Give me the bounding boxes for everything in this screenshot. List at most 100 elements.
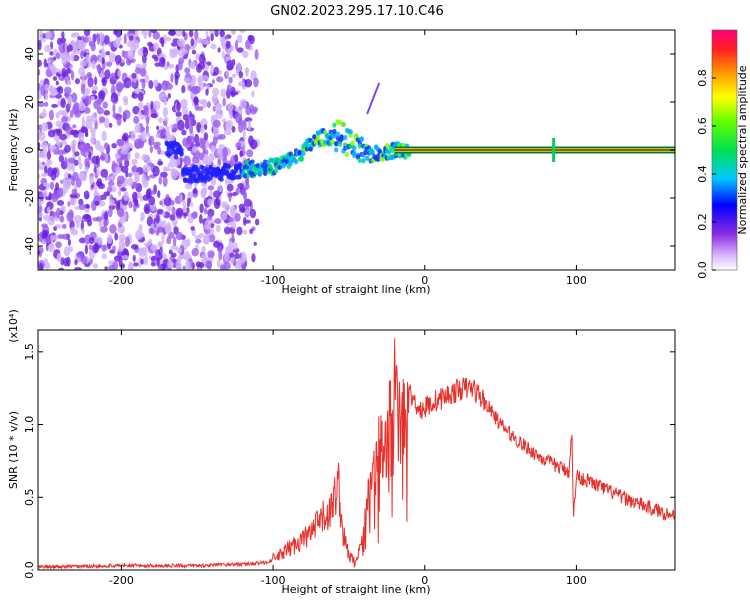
spectrogram-speckle — [226, 69, 230, 78]
spectrogram-speckle — [236, 47, 244, 53]
spectrogram-speckle — [116, 180, 122, 187]
snr-x-ticks: -200 -100 0 100 — [109, 330, 587, 587]
spectrogram-speckle — [172, 206, 176, 218]
spectrogram-speckle — [160, 171, 168, 178]
spectrogram-speckle — [101, 244, 107, 252]
spectrogram-speckle — [114, 232, 119, 241]
spectrogram-speckle — [46, 206, 51, 214]
colorbar-gradient — [711, 29, 738, 271]
spectrogram-speckle — [182, 114, 190, 121]
spectrogram-speckle — [81, 227, 85, 235]
spectrogram-speckle — [182, 106, 188, 114]
spectrogram-speckle — [245, 39, 251, 50]
trace-blob — [386, 149, 392, 155]
spectrogram-speckle — [210, 33, 214, 42]
spectrogram-speckle — [92, 243, 100, 254]
spectrogram-speckle — [176, 119, 185, 131]
spectrogram-speckle — [55, 128, 63, 136]
spectrogram-speckle — [138, 224, 143, 232]
spectrogram-speckle — [127, 49, 135, 60]
spectrogram-speckle — [120, 187, 127, 192]
spectrogram-speckle — [95, 216, 103, 222]
spectrogram-speckle — [156, 257, 160, 267]
spectrogram-speckle — [212, 105, 216, 112]
x-tick-label: 100 — [566, 274, 587, 287]
colorbar-tick-label: 0.4 — [696, 165, 709, 183]
spectrogram-speckle — [212, 119, 221, 128]
spectrogram-speckle — [162, 167, 171, 172]
spectrogram-speckle — [112, 103, 116, 114]
spectrogram-speckle — [143, 246, 148, 257]
trace-blob — [257, 170, 262, 176]
spectrogram-speckle — [172, 236, 177, 247]
spectrogram-speckle — [218, 70, 223, 75]
spectrogram-speckle — [211, 87, 220, 96]
spectrogram-speckle — [215, 224, 221, 233]
spectrogram-speckle — [106, 233, 113, 245]
spectrogram-speckle — [191, 49, 197, 55]
spectrogram-speckle — [63, 86, 72, 95]
spectrogram-speckle — [236, 62, 242, 73]
spectrogram-speckle — [74, 151, 80, 157]
spectrogram-speckle — [58, 155, 65, 163]
spectrogram-speckle — [91, 85, 99, 91]
spectrogram-speckle — [221, 201, 228, 209]
spectrogram-speckle — [43, 58, 48, 68]
spectrogram-speckle — [105, 153, 109, 163]
spectrogram-speckle — [198, 214, 203, 224]
spectrogram-speckle — [193, 85, 201, 94]
spectrogram-speckle — [54, 94, 63, 99]
spectrogram-speckle — [230, 220, 237, 229]
spectrogram-speckle — [226, 183, 234, 192]
spectrogram-speckle — [159, 125, 164, 130]
spectrogram-speckle — [210, 178, 217, 186]
trace-spike — [552, 138, 556, 162]
spectrogram-speckle — [233, 260, 237, 267]
spectrogram-speckle — [63, 246, 71, 257]
spectrogram-speckle — [158, 176, 163, 185]
spectrogram-speckle — [131, 165, 138, 173]
spectrogram-speckle — [161, 232, 165, 243]
spectrogram-speckle — [78, 203, 86, 211]
spectrogram-speckle — [38, 200, 41, 207]
trace-band-core — [394, 149, 675, 151]
trace-blob — [343, 135, 348, 141]
spectrogram-speckle — [38, 142, 41, 151]
spectrogram-speckle — [242, 50, 249, 58]
trace-blob — [206, 169, 211, 176]
spectrogram-speckle — [184, 183, 193, 190]
trace-blob — [344, 151, 350, 158]
spectrogram-speckle — [122, 96, 129, 102]
spectrogram-speckle — [254, 218, 260, 226]
spectrogram-speckle — [96, 98, 103, 105]
spectrogram-speckle — [137, 110, 142, 116]
spectrogram-speckle — [73, 214, 82, 224]
spectrogram-speckle — [77, 131, 85, 143]
spectrogram-speckle — [152, 79, 159, 88]
spectrogram-speckle — [39, 193, 44, 202]
spectrogram-speckle — [140, 212, 145, 221]
spectrogram-speckle — [170, 244, 178, 251]
spectrogram-speckle — [98, 220, 103, 228]
spectrogram-noise-field — [38, 30, 260, 270]
spectrogram-speckle — [157, 190, 161, 199]
spectrogram-speckle — [159, 132, 166, 137]
spectrogram-speckle — [63, 257, 69, 267]
spectrogram-speckle — [94, 76, 98, 86]
spectrogram-speckle — [56, 199, 65, 206]
spectrogram-speckle — [84, 244, 89, 255]
spectrogram-speckle — [175, 259, 182, 270]
trace-blob — [192, 173, 197, 179]
spectrogram-speckle — [51, 87, 58, 97]
spectrogram-speckle — [125, 236, 130, 248]
spectrogram-speckle — [208, 152, 215, 164]
spectrogram-speckle — [142, 164, 151, 173]
spectrogram-speckle — [91, 89, 97, 95]
spectrogram-speckle — [55, 182, 59, 191]
spectrogram-speckle — [78, 162, 83, 170]
spectrogram-speckle — [124, 159, 130, 168]
spectrogram-speckle — [188, 30, 194, 38]
spectrogram-speckle — [60, 257, 65, 266]
spectrogram-speckle — [132, 191, 138, 201]
spectrogram-speckle — [162, 176, 168, 187]
